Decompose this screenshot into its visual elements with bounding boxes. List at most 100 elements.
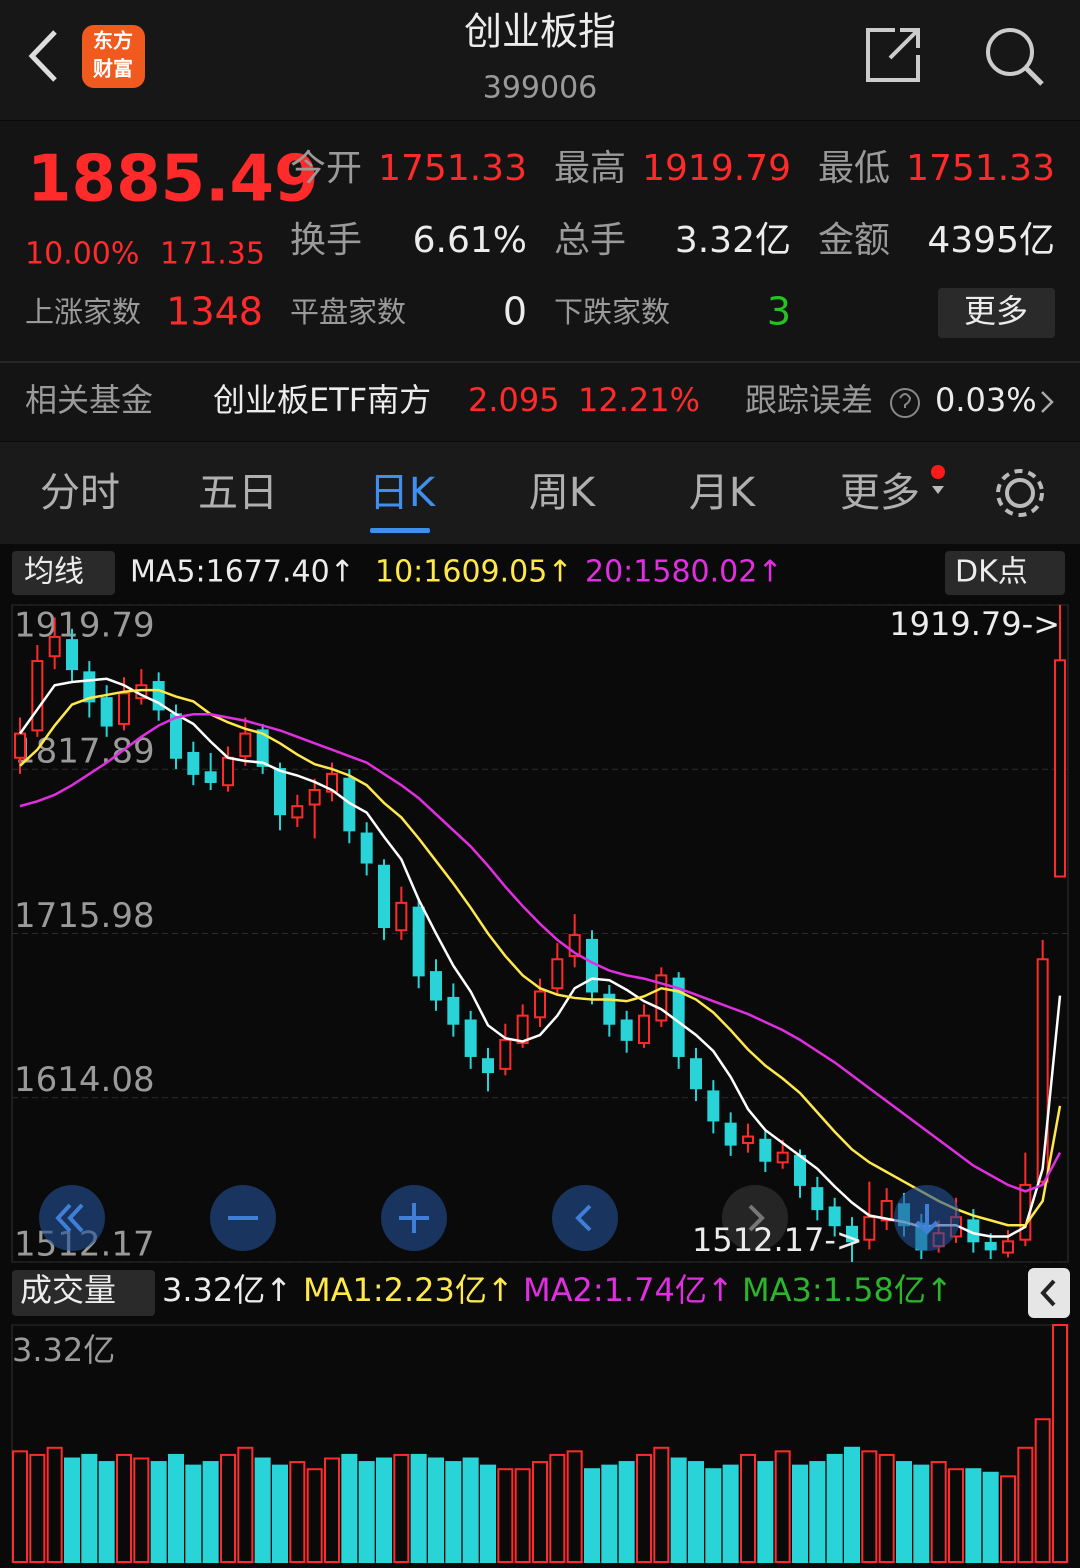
volume-value: 3.32亿↑ <box>162 1271 292 1309</box>
volume-bar <box>1000 1475 1016 1564</box>
candle-body <box>534 990 546 1019</box>
candle-body <box>759 1138 772 1162</box>
candle-body <box>256 729 269 767</box>
volume-bar <box>584 1468 600 1564</box>
dk-button[interactable] <box>945 551 1065 595</box>
candle-body <box>655 974 668 1022</box>
share-button[interactable] <box>866 28 920 82</box>
volume-chart: 3.32亿 <box>12 1324 1068 1564</box>
nav-icon <box>748 1204 765 1232</box>
volume-bar <box>133 1457 150 1563</box>
candle-body <box>152 681 165 711</box>
ma-selector-label[interactable]: 均线 <box>24 555 84 590</box>
ma-selector[interactable] <box>12 551 115 595</box>
candle-body <box>776 1151 789 1164</box>
volume-bar <box>514 1468 531 1564</box>
volume-bar <box>64 1457 80 1563</box>
volume-bar <box>358 1461 375 1563</box>
stat-label: 最低 <box>818 148 890 189</box>
search-button[interactable] <box>986 28 1044 86</box>
candle-body <box>568 934 581 958</box>
volume-bar <box>428 1457 444 1563</box>
nav-icon <box>55 1203 84 1233</box>
settings-button[interactable] <box>996 469 1044 517</box>
tab[interactable]: 周K <box>529 470 597 516</box>
volume-bar <box>237 1446 254 1563</box>
volume-bar <box>289 1461 306 1563</box>
logo <box>82 25 145 88</box>
candle-body <box>707 1090 720 1122</box>
candle-body <box>31 660 44 732</box>
candle-body <box>118 692 130 725</box>
collapse-button[interactable] <box>1028 1268 1070 1318</box>
dk-label[interactable]: DK点 <box>955 555 1028 590</box>
tab[interactable]: 月K <box>689 470 757 516</box>
tab[interactable]: 日K <box>369 470 437 516</box>
volume-bar <box>705 1468 722 1564</box>
badge <box>931 465 945 479</box>
candle-body <box>551 958 564 990</box>
tab[interactable]: 更多 <box>840 470 920 516</box>
breadth-value: 3 <box>767 290 791 334</box>
candle-body <box>742 1135 754 1145</box>
volume-bar <box>254 1457 271 1563</box>
fund-price: 2.095 <box>468 381 560 419</box>
candle-body <box>464 1019 477 1057</box>
back-button[interactable] <box>28 30 57 82</box>
nav-button[interactable] <box>552 1185 618 1251</box>
candle-body <box>239 732 252 758</box>
candle-body <box>222 756 234 787</box>
candle-body <box>638 1014 650 1045</box>
stat-value: 4395亿 <box>927 220 1055 261</box>
volume-bar <box>81 1453 98 1563</box>
more-label[interactable]: 更多 <box>964 292 1028 330</box>
stat-value: 1919.79 <box>642 148 791 189</box>
candle-body <box>412 906 425 977</box>
volume-bar <box>324 1457 340 1563</box>
fund-name[interactable]: 创业板ETF南方 <box>213 381 431 419</box>
candle-body <box>482 1058 494 1074</box>
more-button[interactable] <box>938 288 1055 338</box>
top-bar <box>0 0 1080 120</box>
candle-body <box>447 996 460 1025</box>
volume-bar <box>202 1461 219 1563</box>
tabs: 分时 五日 日K 周K 月K 更多 <box>40 470 920 516</box>
help-icon[interactable] <box>890 388 920 418</box>
candle-body <box>794 1154 806 1186</box>
high-annotation: 1919.79-> <box>889 605 1060 643</box>
volume-bar <box>98 1461 115 1563</box>
volume-bar <box>29 1453 46 1563</box>
volume-value: MA3:1.58亿↑ <box>742 1271 953 1309</box>
volume-bar <box>341 1453 358 1563</box>
nav-button[interactable] <box>722 1185 788 1251</box>
breadth-label: 平盘家数 <box>290 295 406 329</box>
chevron[interactable] <box>1041 391 1054 413</box>
volume-selector[interactable] <box>12 1270 155 1316</box>
y-tick-label: 1715.98 <box>14 896 155 936</box>
tab[interactable]: 五日 <box>198 470 278 516</box>
candle-body <box>14 732 26 759</box>
volume-bar <box>809 1461 826 1563</box>
candle-body <box>499 1038 512 1070</box>
volume-bar <box>272 1464 288 1563</box>
ma-line <box>19 713 1062 1193</box>
volume-bar <box>653 1446 670 1563</box>
volume-bar <box>965 1468 982 1564</box>
volume-bar <box>12 1450 28 1564</box>
volume-bar <box>1034 1418 1051 1563</box>
volume-selector-label[interactable]: 成交量 <box>20 1271 116 1309</box>
volume-bar <box>722 1464 739 1563</box>
tab[interactable]: 分时 <box>40 470 120 516</box>
tab-indicator <box>370 528 430 533</box>
volume-bar <box>913 1464 930 1563</box>
candle-body <box>170 713 182 759</box>
candle-body <box>395 901 408 932</box>
breadth-label: 上涨家数 <box>25 295 141 329</box>
candle-body <box>811 1187 824 1211</box>
stat-value: 3.32亿 <box>675 220 791 261</box>
ma-value: 20:1580.02↑ <box>585 555 782 590</box>
volume-bar <box>168 1453 184 1563</box>
